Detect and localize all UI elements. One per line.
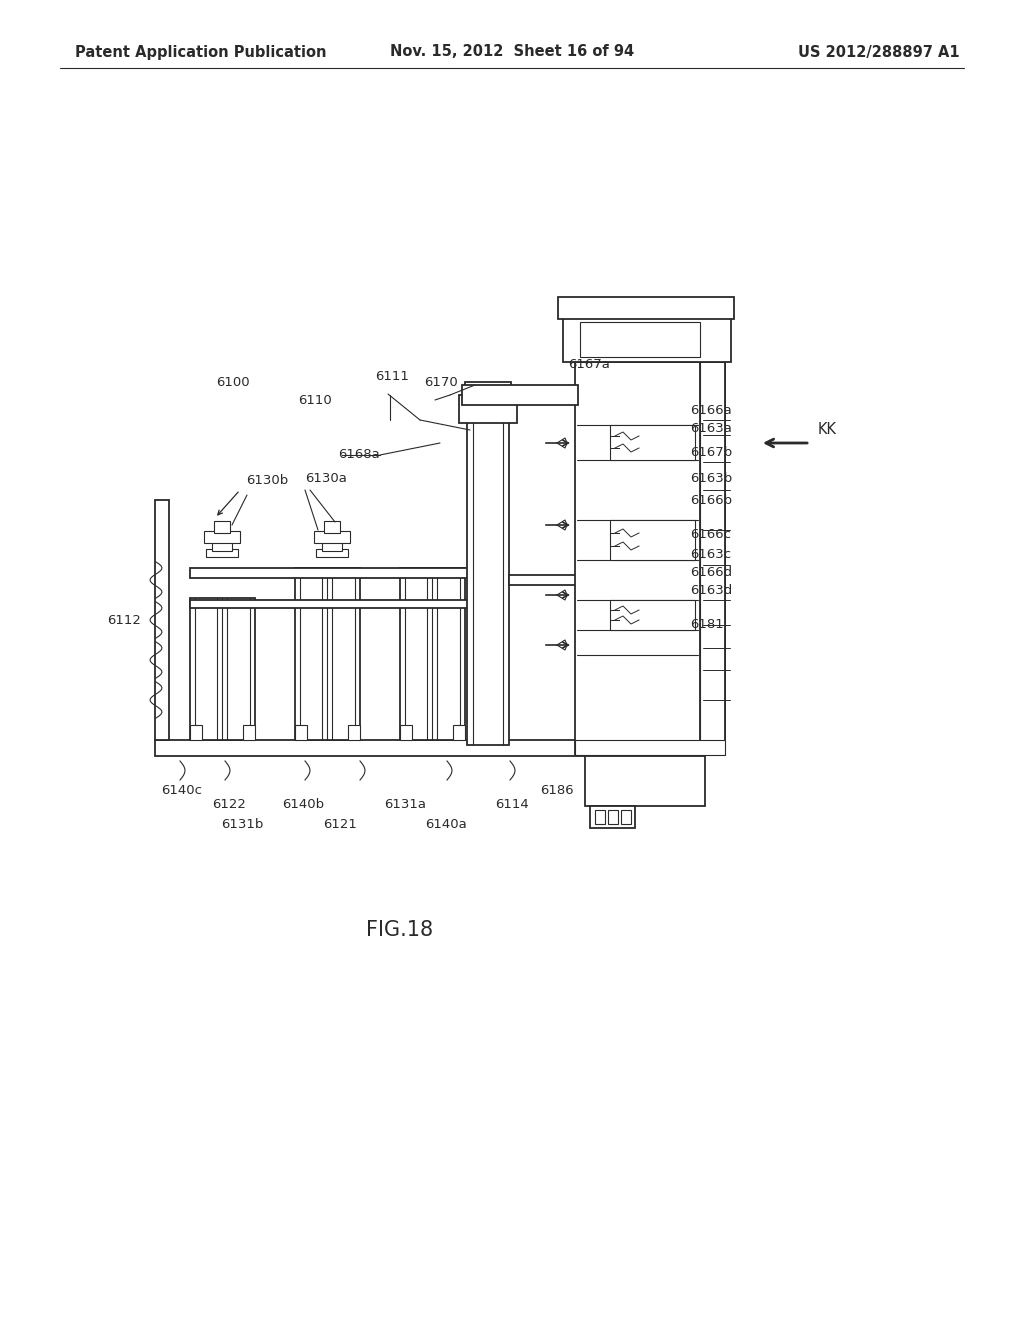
Text: 6112: 6112 [106,614,141,627]
Bar [190,601,470,609]
Text: 6170: 6170 [424,375,458,388]
Text: 6167b: 6167b [690,446,732,458]
Bar [190,598,255,741]
Text: 6114: 6114 [495,799,528,812]
Bar [190,725,202,741]
Text: FIG.18: FIG.18 [367,920,433,940]
Bar [595,810,605,824]
Text: 6140b: 6140b [282,799,325,812]
Bar [400,725,412,741]
Text: 6168a: 6168a [338,449,380,462]
Bar [610,520,695,560]
Bar [608,810,618,824]
Text: 6121: 6121 [323,817,357,830]
Text: 6131a: 6131a [384,799,426,812]
Bar [316,549,348,557]
Bar [453,725,465,741]
Text: 6166b: 6166b [690,494,732,507]
Text: 6167a: 6167a [568,359,610,371]
Text: 6111: 6111 [375,371,409,384]
Bar [509,576,600,585]
Text: 6122: 6122 [212,799,246,812]
Bar [585,756,705,807]
Bar [206,549,238,557]
Bar [214,521,230,533]
Bar [155,741,665,756]
Bar [467,420,509,744]
Bar [465,381,511,397]
Bar [462,385,578,405]
Text: 6110: 6110 [298,393,332,407]
Bar [400,568,465,741]
Text: 6163d: 6163d [690,583,732,597]
Bar [295,568,360,741]
Bar [295,725,307,741]
Bar [459,395,517,422]
Text: 6140c: 6140c [161,784,202,796]
Text: 6100: 6100 [216,375,250,388]
Text: KK: KK [818,422,837,437]
Bar [322,541,342,550]
Bar [314,531,350,543]
Text: 6140a: 6140a [425,817,467,830]
Bar [190,568,470,578]
Text: 6163b: 6163b [690,471,732,484]
Text: 6166d: 6166d [690,566,732,579]
Bar [155,500,169,741]
Text: 6166c: 6166c [690,528,731,541]
Text: 6186: 6186 [540,784,573,796]
Bar [204,531,240,543]
Bar [610,425,695,459]
Text: 6130a: 6130a [305,471,347,484]
Bar [348,725,360,741]
Text: 6163c: 6163c [690,549,731,561]
Bar [575,741,725,755]
Text: Patent Application Publication: Patent Application Publication [75,45,327,59]
Text: 6181: 6181 [690,619,724,631]
Bar [243,725,255,741]
Bar [324,521,340,533]
Bar [563,317,731,362]
Text: Nov. 15, 2012  Sheet 16 of 94: Nov. 15, 2012 Sheet 16 of 94 [390,45,634,59]
Bar [621,810,631,824]
Text: 6166a: 6166a [690,404,732,417]
Bar [212,541,232,550]
Bar [558,297,734,319]
Text: 6131b: 6131b [221,817,263,830]
Text: 6130b: 6130b [246,474,288,487]
Text: 6163a: 6163a [690,421,732,434]
Bar [700,362,725,755]
Bar [590,807,635,828]
Bar [580,322,700,356]
Text: US 2012/288897 A1: US 2012/288897 A1 [799,45,961,59]
Bar [610,601,695,630]
Bar [575,362,725,755]
